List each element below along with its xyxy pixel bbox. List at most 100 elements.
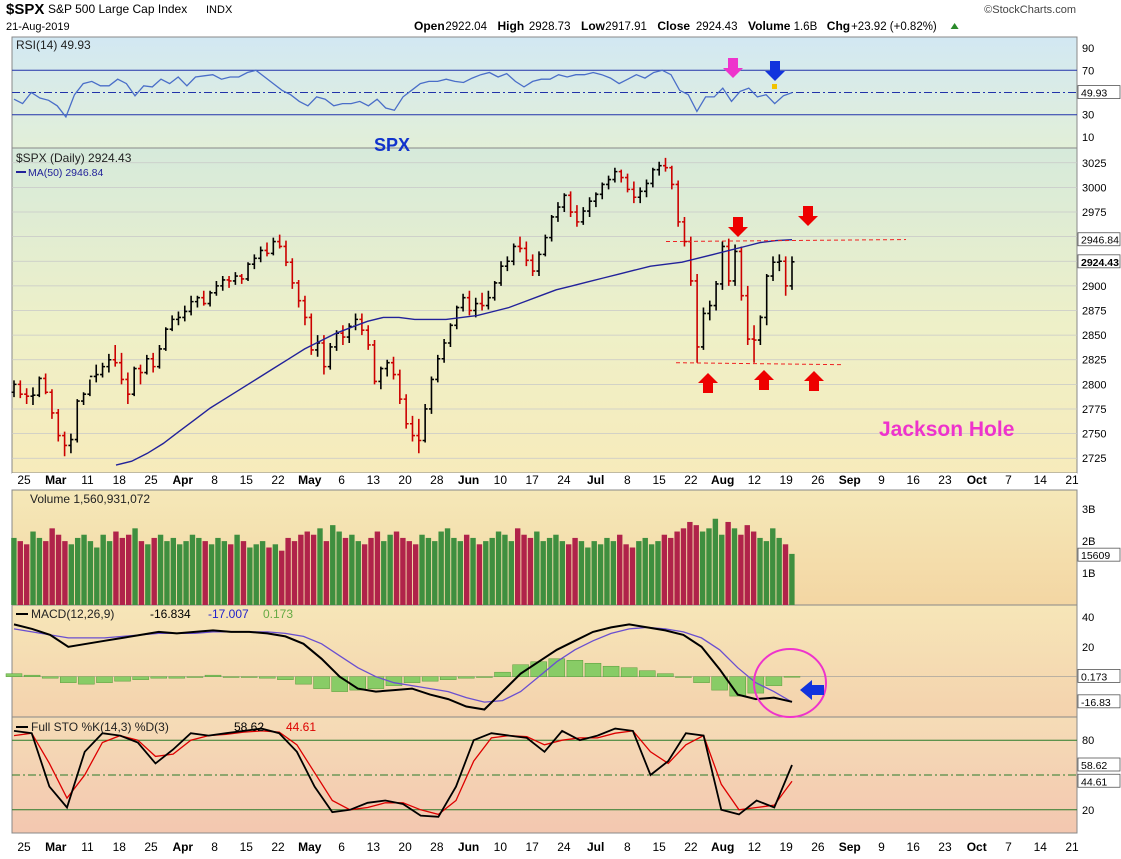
macd-histogram-bar: [240, 676, 258, 678]
volume-bar: [591, 541, 597, 605]
price-tick-2750: 2750: [1082, 429, 1106, 441]
price-bar: [163, 327, 169, 351]
price-bar: [485, 290, 491, 310]
price-bar: [201, 290, 207, 306]
price-bar: [207, 290, 213, 307]
x-tick-label: 26: [811, 473, 825, 487]
price-title: $SPX (Daily) 2924.43: [16, 151, 132, 165]
chart-date: 21-Aug-2019: [6, 21, 70, 33]
x-tick-label: 17: [525, 473, 539, 487]
volume-bar: [11, 537, 17, 605]
volume-bar: [610, 541, 617, 605]
x-tick-label: Mar: [45, 840, 67, 854]
macd-histogram-bar: [765, 676, 783, 686]
x-tick-label: 18: [113, 840, 127, 854]
price-bar: [36, 376, 42, 398]
volume-bar: [247, 547, 253, 605]
price-tick-2875: 2875: [1082, 306, 1106, 318]
macd-histogram-bar: [222, 676, 240, 678]
price-bar: [656, 161, 662, 176]
volume-tick-2B: 2B: [1082, 536, 1095, 548]
volume-bar: [680, 528, 687, 605]
price-bar: [397, 369, 403, 405]
x-tick-label: 25: [17, 840, 31, 854]
volume-bar: [374, 531, 381, 605]
macd-histogram-bar: [5, 673, 23, 677]
price-bar: [321, 335, 327, 375]
price-bar: [43, 373, 49, 395]
macd-histogram-bar: [403, 676, 421, 683]
macd-histogram-bar: [60, 676, 77, 683]
volume-bar: [438, 531, 444, 605]
sto-d-line: [13, 730, 793, 816]
volume-bar: [253, 544, 259, 605]
macd-histogram-bar: [421, 676, 439, 682]
volume-bar: [432, 541, 438, 605]
price-bar: [517, 236, 523, 253]
price-bar: [504, 256, 510, 272]
x-tick-label: 11: [81, 473, 94, 487]
exchange-label: INDX: [206, 4, 233, 16]
price-bar: [11, 380, 17, 398]
macd-histogram-bar: [295, 676, 312, 685]
volume-bar: [425, 537, 432, 605]
macd-histogram-bar: [439, 676, 457, 680]
volume-bar: [712, 518, 719, 605]
x-tick-label: 14: [1034, 840, 1048, 854]
volume-bar: [368, 537, 374, 605]
price-tick-2850: 2850: [1082, 330, 1106, 342]
price-bar: [644, 179, 650, 198]
x-tick-label: Oct: [967, 840, 987, 854]
volume-bar: [349, 534, 355, 605]
macd-histogram-bar: [657, 673, 674, 677]
rsi-tick-10: 10: [1082, 132, 1094, 144]
price-bar: [536, 251, 542, 277]
volume-bar: [629, 547, 636, 605]
volume-bar: [744, 525, 750, 605]
volume-bar: [138, 541, 145, 605]
macd-histogram-bar: [693, 676, 710, 683]
volume-bar: [62, 541, 68, 605]
sto-legend-d: 44.61: [286, 720, 316, 734]
panel-gridlines: [12, 69, 1077, 811]
price-bar: [681, 216, 687, 247]
price-bar: [498, 261, 504, 286]
volume-bar: [706, 528, 712, 605]
volume-bar: [215, 537, 221, 605]
volume-bar: [514, 528, 521, 605]
macd-legend-values: -16.834 -17.007 0.173: [150, 607, 293, 621]
price-bar: [587, 197, 593, 217]
volume-bar: [419, 534, 425, 605]
x-tick-label: 7: [1005, 473, 1012, 487]
x-tick-label: 21: [1065, 840, 1079, 854]
volume-bar: [30, 531, 36, 605]
volume-bar: [597, 544, 604, 605]
macd-histogram-bar: [512, 664, 529, 677]
macd-line: [13, 623, 793, 711]
volume-bar: [189, 534, 196, 605]
x-tick-label: 23: [938, 840, 952, 854]
ohlc-value-4: 1.6B: [794, 21, 818, 33]
price-bar: [561, 193, 567, 213]
volume-bar: [585, 547, 591, 605]
x-tick-label: Jul: [587, 840, 604, 854]
volume-bar: [782, 544, 789, 605]
volume-title: Volume 1,560,931,072: [30, 492, 150, 506]
volume-bar: [285, 537, 291, 605]
resistance-line: [665, 239, 907, 243]
price-bar: [523, 241, 529, 267]
price-tick-2775: 2775: [1082, 404, 1106, 416]
price-bar: [789, 256, 795, 290]
sto-tick-20: 20: [1082, 805, 1094, 817]
price-bar: [245, 262, 251, 281]
volume-bar: [668, 537, 674, 605]
x-tick-label: 18: [113, 473, 127, 487]
x-tick-label: 8: [211, 840, 218, 854]
ohlc-value-3: 2924.43: [696, 21, 738, 33]
x-tick-label: Aug: [711, 473, 734, 487]
x-tick-label: Apr: [172, 840, 193, 854]
price-bar: [289, 258, 295, 289]
macd-histogram-bar: [620, 667, 638, 677]
price-bar: [650, 167, 656, 188]
volume-bar: [183, 541, 189, 605]
